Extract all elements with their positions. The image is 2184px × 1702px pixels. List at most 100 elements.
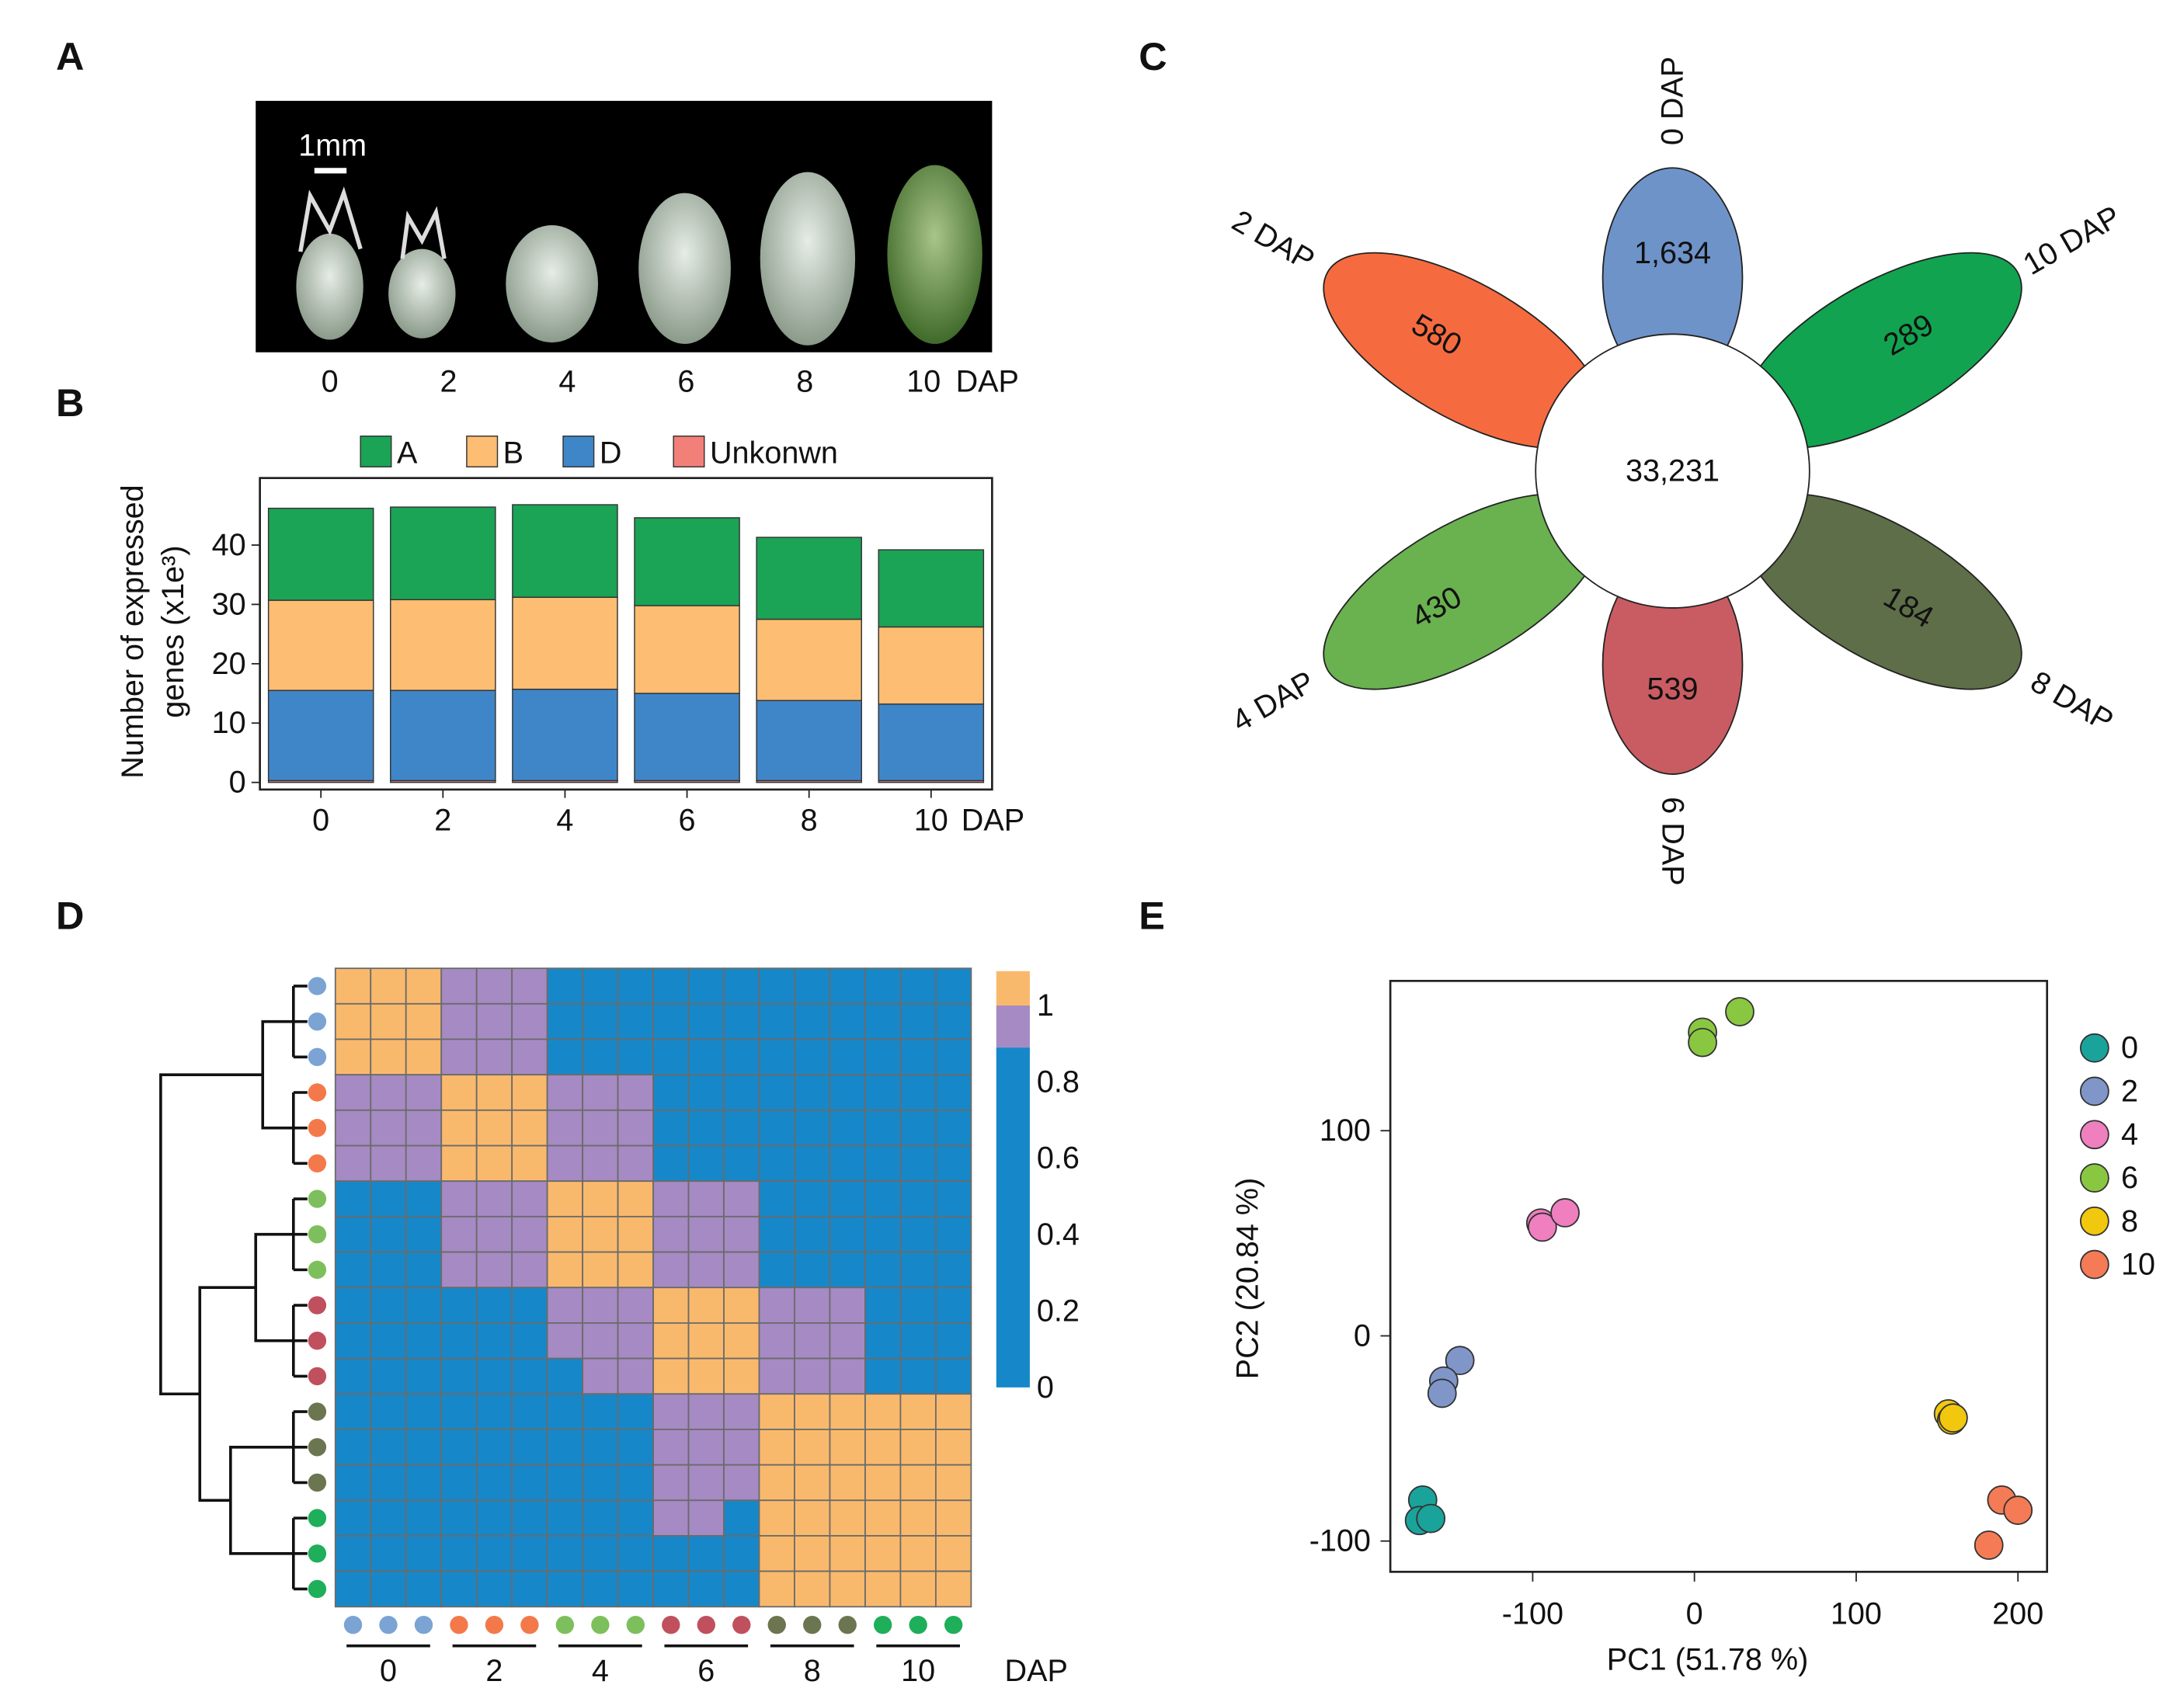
heatmap-cell (370, 1570, 407, 1608)
heatmap-cell (370, 1322, 407, 1360)
heatmap-cell (935, 1357, 972, 1395)
seed (296, 233, 363, 340)
point (2003, 1495, 2033, 1525)
heatmap-cell (723, 1180, 760, 1217)
heatmap-cell (794, 1570, 831, 1608)
heatmap-cell (511, 1570, 548, 1608)
group-label: 6 (697, 1654, 715, 1688)
col-dot (450, 1616, 468, 1634)
legend-swatch (360, 435, 392, 467)
legend-marker (2079, 1120, 2109, 1150)
heatmap-cell (334, 1429, 372, 1466)
heatmap-cell (370, 1429, 407, 1466)
row-dot (308, 1367, 327, 1386)
heatmap-cell (475, 1180, 513, 1217)
heatmap-cell (652, 1464, 690, 1502)
heatmap-cell (582, 1429, 619, 1466)
heatmap-cell (794, 1074, 831, 1111)
col-dot (873, 1616, 892, 1634)
panel-label: A (56, 34, 84, 78)
seed (388, 248, 456, 339)
heatmap-cell (652, 1215, 690, 1253)
heatmap-cell (440, 1570, 478, 1608)
heatmap-cell (687, 1393, 725, 1430)
heatmap-cell (582, 1215, 619, 1253)
heatmap-cell (475, 1109, 513, 1147)
heatmap-cell (617, 1357, 654, 1395)
heatmap-cell (758, 1357, 795, 1395)
heatmap-cell (475, 1429, 513, 1466)
col-dot (414, 1616, 433, 1634)
heatmap-cell (723, 967, 760, 1005)
heatmap-cell (794, 1357, 831, 1395)
heatmap-cell (864, 1393, 902, 1430)
x-axis-label: PC1 (51.78 %) (1607, 1643, 1809, 1677)
heatmap-cell (617, 1038, 654, 1076)
heatmap-cell (582, 1499, 619, 1537)
heatmap-cell (440, 1002, 478, 1040)
heatmap-cell (935, 1180, 972, 1217)
heatmap-cell (370, 1393, 407, 1430)
dendrogram (159, 985, 308, 1591)
heatmap-cell (475, 1215, 513, 1253)
heatmap-cell (652, 1038, 690, 1076)
col-dot (379, 1616, 398, 1634)
heatmap-cell (829, 1535, 866, 1572)
heatmap-cell (758, 1499, 795, 1537)
x-tick-label: 2 (434, 803, 451, 837)
bar-segment (267, 689, 374, 782)
heatmap-cell (405, 1393, 443, 1430)
heatmap-cell (582, 1074, 619, 1111)
heatmap-cell (617, 1464, 654, 1502)
heatmap-cell (899, 1287, 937, 1324)
heatmap-cell (864, 1038, 902, 1076)
heatmap-cell (794, 1215, 831, 1253)
stage-label: 2 (440, 365, 457, 399)
heatmap-cell (652, 1180, 690, 1217)
heatmap-cell (899, 1393, 937, 1430)
heatmap-cell (758, 1038, 795, 1076)
heatmap-cell (794, 1180, 831, 1217)
heatmap-cell (617, 967, 654, 1005)
bar-segment (512, 688, 618, 782)
heatmap-cell (899, 1357, 937, 1395)
heatmap-cell (475, 1145, 513, 1183)
row-dot (308, 1260, 327, 1280)
heatmap-cell (546, 1038, 584, 1076)
stage-label: 0 (322, 365, 339, 399)
row-dot (308, 1296, 327, 1315)
legend-swatch (466, 435, 499, 467)
heatmap-cell (935, 967, 972, 1005)
heatmap-cell (617, 1287, 654, 1324)
bar-segment (390, 506, 496, 601)
heatmap-cell (935, 1287, 972, 1324)
heatmap-cell (758, 1074, 795, 1111)
heatmap-cell (935, 1002, 972, 1040)
heatmap-cell (405, 1215, 443, 1253)
heatmap-cell (440, 1074, 478, 1111)
row-dot (308, 1083, 327, 1102)
bar-segment (634, 605, 740, 694)
bar-segment (512, 596, 618, 690)
seed (638, 193, 731, 344)
col-dot (626, 1616, 645, 1634)
core-label: 33,231 (1626, 454, 1720, 488)
heatmap-cell (370, 1002, 407, 1040)
heatmap-cell (440, 1038, 478, 1076)
heatmap-cell (899, 1570, 937, 1608)
point (1527, 1212, 1557, 1242)
heatmap-cell (652, 1322, 690, 1360)
heatmap-cell (794, 1038, 831, 1076)
legend-swatch (562, 435, 595, 467)
stage-label: 4 (558, 365, 576, 399)
row-dot (308, 1579, 327, 1599)
point (1939, 1403, 1968, 1433)
heatmap-cell (864, 1251, 902, 1289)
row-dot (308, 1047, 327, 1067)
heatmap-cell (829, 1287, 866, 1324)
heatmap-cell (758, 1215, 795, 1253)
heatmap-cell (511, 1429, 548, 1466)
heatmap-cell (935, 1109, 972, 1147)
heatmap-cell (864, 1145, 902, 1183)
y-tick-label: 40 (212, 528, 246, 562)
